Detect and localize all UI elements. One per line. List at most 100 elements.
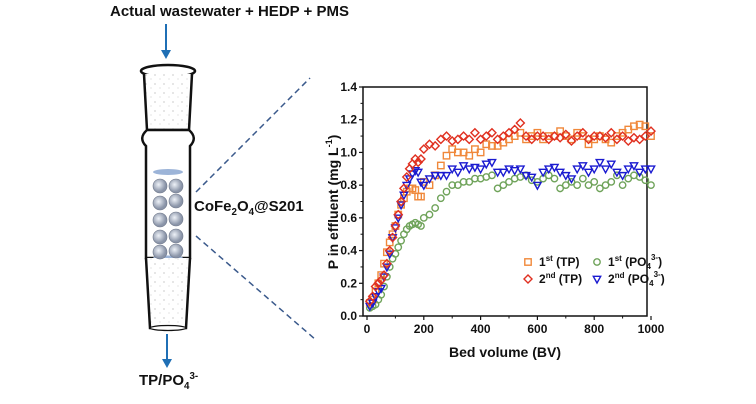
data-point [573, 181, 582, 190]
data-point [556, 184, 565, 193]
data-point [379, 270, 390, 281]
data-point [566, 135, 577, 146]
legend-label-sub: 4 [646, 262, 651, 271]
x-tick-label: 600 [527, 322, 547, 336]
data-point [413, 157, 424, 168]
data-point [401, 171, 412, 182]
data-point [410, 167, 421, 176]
y-axis-label-close: ) [325, 135, 341, 140]
legend-item: 1st (PO43-) [593, 253, 662, 271]
data-point [498, 168, 509, 178]
y-tick-label: 0.4 [340, 244, 357, 258]
data-point [634, 168, 645, 178]
y-tick-label: 0.2 [340, 276, 357, 290]
data-point [629, 162, 639, 171]
y-tick-label: 1.4 [340, 80, 357, 94]
legend-label: 2nd (TP) [539, 271, 582, 286]
y-tick-label: 0.6 [340, 211, 357, 225]
data-point [515, 165, 526, 175]
data-point [521, 131, 532, 142]
data-point [577, 127, 588, 138]
data-point [393, 209, 404, 220]
data-point [453, 148, 462, 157]
data-point [640, 165, 651, 175]
data-point [387, 234, 398, 243]
data-point [618, 181, 627, 190]
data-point [515, 117, 526, 128]
legend-label-main: 1 [539, 255, 546, 269]
series-3 [364, 158, 656, 312]
data-point [601, 181, 610, 190]
column-icon [139, 63, 197, 332]
y-axis-label: P in effluent (mg L-1) [324, 135, 341, 270]
data-point [442, 151, 451, 160]
data-point [486, 127, 497, 138]
x-tick-label: 0 [364, 322, 371, 336]
data-point [459, 177, 468, 186]
data-point [549, 163, 560, 173]
data-point [452, 168, 463, 178]
y-axis-label-sup: -1 [324, 139, 334, 147]
data-point [458, 131, 469, 142]
data-point [373, 288, 384, 297]
legend-label: 1st (PO43-) [608, 253, 662, 271]
data-point [624, 174, 633, 183]
y-tick-label: 0.0 [340, 309, 357, 323]
data-point [566, 175, 577, 185]
legend-label-main: 1 [608, 255, 615, 269]
data-point [470, 163, 480, 173]
adsorbent-label-sub2: 4 [248, 207, 255, 218]
data-point [594, 158, 605, 168]
legend-label-sup: nd [546, 271, 556, 280]
legend-item: 2nd (TP) [523, 271, 582, 286]
data-point [628, 132, 639, 143]
data-point [471, 174, 479, 183]
data-point [584, 181, 593, 190]
data-point [381, 263, 392, 273]
data-point [567, 177, 576, 186]
data-point [431, 204, 440, 212]
data-point [436, 161, 445, 170]
data-point [509, 167, 520, 176]
data-point [396, 201, 406, 211]
data-point [521, 171, 531, 181]
data-point [504, 165, 514, 175]
y-tick-label: 0.8 [340, 178, 357, 192]
data-point [646, 165, 656, 175]
data-point [464, 165, 475, 175]
legend: 1st (TP)2nd (TP)1st (PO43-)2nd (PO43-) [523, 253, 665, 288]
data-point [424, 139, 435, 150]
legend-label-sup2: 3- [651, 253, 658, 262]
data-point [526, 173, 537, 183]
data-point [413, 168, 424, 178]
data-point [532, 181, 543, 191]
data-point [464, 134, 475, 145]
data-point [640, 131, 651, 142]
legend-label: 1st (TP) [539, 254, 579, 269]
outflow-arrow [162, 334, 172, 368]
legend-label-tail: (PO [624, 272, 649, 286]
data-point [641, 122, 650, 131]
data-point [384, 245, 395, 256]
data-point [367, 291, 378, 302]
data-point [572, 165, 583, 175]
data-point [493, 184, 502, 193]
data-point [430, 140, 441, 151]
data-point [538, 131, 549, 142]
data-point [442, 187, 451, 196]
data-point [469, 127, 480, 138]
data-point [488, 171, 496, 180]
data-point [441, 171, 452, 181]
data-point [384, 250, 395, 260]
bead [152, 229, 168, 245]
data-point [600, 165, 611, 175]
legend-marker [523, 274, 533, 284]
legend-label-tail: (TP) [555, 272, 582, 286]
data-point [373, 278, 384, 289]
data-point [617, 131, 628, 142]
data-point [377, 271, 386, 280]
bead [168, 211, 184, 227]
bead [152, 178, 168, 194]
data-point [453, 181, 462, 190]
data-point [487, 158, 497, 168]
